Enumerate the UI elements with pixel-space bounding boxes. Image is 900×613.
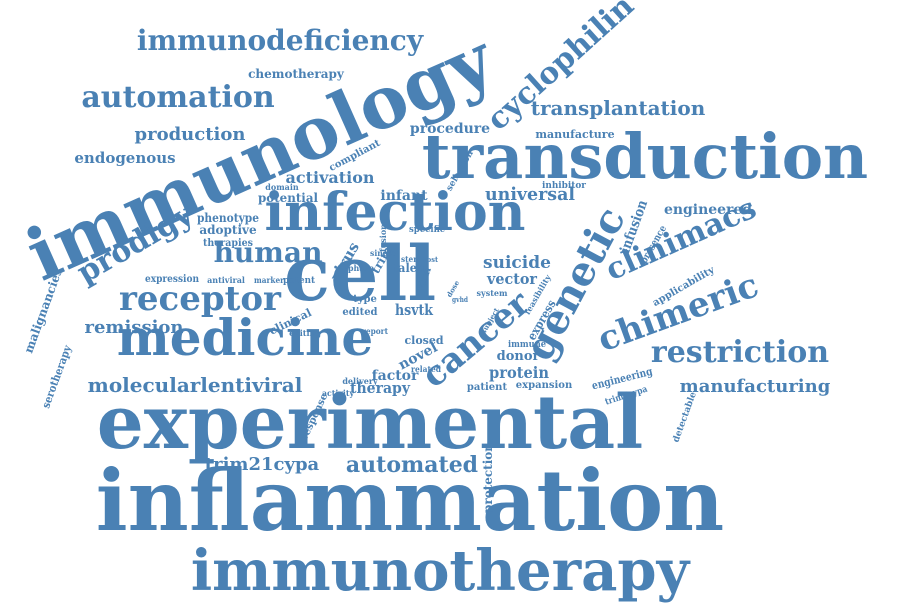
word-immune: immune <box>508 340 546 350</box>
word-antiviral: antiviral <box>207 275 245 285</box>
word-potent: potent <box>283 276 316 286</box>
word-infection: infection <box>265 182 526 243</box>
word-transduction: transduction <box>422 120 868 193</box>
word-inhibitor: inhibitor <box>542 181 586 191</box>
word-activity: activity <box>322 388 354 398</box>
word-protein: protein <box>489 363 549 382</box>
word-production: production <box>135 124 246 145</box>
word-chemotherapy: chemotherapy <box>248 67 345 81</box>
word-host: host <box>422 255 439 264</box>
word-hsvtk: hsvtk <box>395 301 434 319</box>
word-report: report <box>362 326 388 336</box>
word-immunodeficiency: immunodeficiency <box>137 24 424 57</box>
word-receptor: receptor <box>119 279 282 319</box>
word-therapy: therapy <box>350 379 411 397</box>
word-type: type <box>353 294 377 305</box>
word-adoptive: adoptive <box>199 223 257 237</box>
word-inflammation: inflammation <box>96 451 724 550</box>
word-phenotype: phenotype <box>197 211 259 225</box>
word-edited: edited <box>342 307 377 318</box>
word-restriction: restriction <box>651 335 829 370</box>
word-talen: talen <box>393 261 425 275</box>
word-related: related <box>411 364 441 374</box>
word-factor: factor <box>372 368 419 384</box>
word-delivery: delivery <box>342 376 378 386</box>
word-gvhd: gvhd <box>452 295 468 304</box>
word-remission: remission <box>84 317 183 338</box>
word-therapies: therapies <box>203 238 253 249</box>
word-endogenous: endogenous <box>74 149 175 167</box>
word-infant: infant <box>380 188 428 204</box>
word-procedure: procedure <box>410 121 490 137</box>
word-manufacture: manufacture <box>535 128 614 141</box>
word-fusion: fusion <box>378 224 388 252</box>
word-activation: activation <box>285 168 374 187</box>
word-suicide: suicide <box>483 253 551 273</box>
word-closed: closed <box>404 334 443 347</box>
word-human: human <box>214 236 323 269</box>
word-phase: phase <box>348 263 374 273</box>
word-automation: automation <box>81 80 275 115</box>
word-potential: potential <box>258 191 318 205</box>
word-molecularlentiviral: molecularlentiviral <box>88 373 303 397</box>
word-stem: stem <box>401 254 421 264</box>
word-patient: patient <box>467 382 508 393</box>
word-trim21cypa: trim21cypa <box>205 454 320 475</box>
word-specific: specific <box>409 225 445 235</box>
word-universal: universal <box>485 184 575 205</box>
word-cell: cell <box>284 229 436 318</box>
word-engineered: engineered <box>664 202 752 218</box>
word-single: single <box>370 248 396 258</box>
word-transplantation: transplantation <box>531 96 706 120</box>
word-automated: automated <box>346 452 478 478</box>
word-vector: vector <box>486 270 538 288</box>
word-editing: editing <box>289 328 321 338</box>
word-expansion: expansion <box>516 380 573 391</box>
word-protection: protection <box>481 443 495 513</box>
word-system: system <box>477 288 508 298</box>
word-marker: marker <box>254 275 285 285</box>
word-immunotherapy: immunotherapy <box>191 538 691 604</box>
word-domain: domain <box>265 182 299 192</box>
word-manufacturing: manufacturing <box>680 376 831 397</box>
word-experimental: experimental <box>97 380 644 466</box>
word-expression: expression <box>145 274 200 285</box>
word-donor: donor <box>497 349 540 364</box>
word-medicine: medicine <box>117 308 373 367</box>
